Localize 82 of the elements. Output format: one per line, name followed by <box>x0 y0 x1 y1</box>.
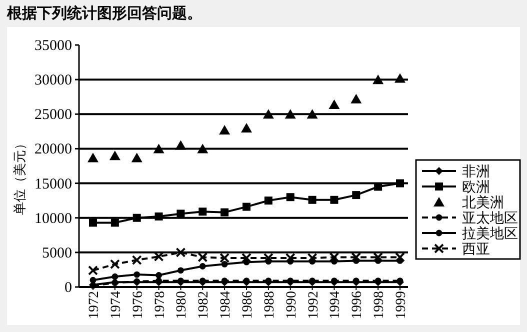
point <box>109 150 120 160</box>
x-tick-label: 1982 <box>196 291 212 319</box>
point <box>89 218 97 227</box>
point <box>110 218 119 227</box>
y-axis-title: 单位（美元） <box>12 137 28 215</box>
point <box>199 263 206 270</box>
point <box>220 208 229 216</box>
point <box>372 74 384 84</box>
y-tick-label: 0 <box>64 280 72 296</box>
legend-label: 亚太地区 <box>462 210 518 226</box>
point <box>112 273 118 280</box>
point <box>131 152 142 162</box>
y-tick-label: 35000 <box>34 38 72 54</box>
point <box>285 252 296 263</box>
point <box>134 271 140 278</box>
x-tick-label: 1978 <box>152 291 168 319</box>
y-tick-label: 10000 <box>34 210 72 227</box>
point <box>219 125 230 135</box>
point <box>373 252 384 262</box>
point <box>175 140 186 150</box>
x-tick-label: 1972 <box>87 291 102 319</box>
legend-label: 非洲 <box>462 164 490 180</box>
y-tick-label: 5000 <box>42 245 72 262</box>
point <box>90 282 96 289</box>
point <box>352 191 360 200</box>
x-tick-label: 1976 <box>130 291 146 319</box>
point <box>132 255 142 266</box>
point <box>153 144 164 154</box>
point <box>90 276 96 284</box>
point <box>197 144 208 154</box>
legend-label: 欧洲 <box>462 180 490 196</box>
point <box>221 260 228 268</box>
point <box>176 247 186 258</box>
point <box>286 193 294 202</box>
point <box>394 73 406 83</box>
x-tick-label: 1999 <box>394 291 409 319</box>
point <box>308 196 316 204</box>
point <box>220 252 230 263</box>
point <box>242 202 250 211</box>
point <box>330 196 338 204</box>
point <box>306 109 318 119</box>
x-tick-label: 1986 <box>240 291 256 319</box>
point <box>198 208 207 216</box>
x-tick-label: 1988 <box>262 291 278 319</box>
point <box>88 265 98 276</box>
point <box>154 212 163 220</box>
point <box>350 94 362 104</box>
point <box>264 196 272 205</box>
point <box>328 99 340 109</box>
point <box>198 252 208 262</box>
x-tick-label: 1992 <box>306 291 322 319</box>
point <box>88 152 98 162</box>
point <box>307 252 318 263</box>
point <box>262 109 274 119</box>
y-tick-label: 15000 <box>34 176 72 192</box>
y-tick-label: 30000 <box>34 72 72 89</box>
x-tick-label: 1990 <box>284 291 300 319</box>
x-tick-label: 1994 <box>328 291 344 319</box>
point <box>263 252 274 263</box>
x-tick-label: 1998 <box>372 291 388 319</box>
legend-label: 北美洲 <box>462 195 504 211</box>
point <box>242 252 252 263</box>
point <box>351 252 362 262</box>
x-tick-label: 1984 <box>218 291 234 319</box>
x-tick-label: 1996 <box>350 291 366 319</box>
point <box>154 252 164 262</box>
legend-label: 西亚 <box>462 242 490 258</box>
point <box>284 109 296 119</box>
x-tick-label: 1980 <box>174 291 190 319</box>
point <box>132 214 141 222</box>
point <box>395 252 405 262</box>
y-tick-label: 25000 <box>34 107 72 124</box>
point <box>241 122 252 132</box>
x-tick-label: 1974 <box>108 291 124 319</box>
legend-label: 拉美地区 <box>462 226 518 242</box>
point <box>396 179 404 188</box>
chart-title: 根据下列统计图形回答问题。 <box>6 4 202 22</box>
point <box>156 272 162 278</box>
point <box>178 267 184 274</box>
point <box>176 210 185 218</box>
point <box>110 259 120 270</box>
y-tick-label: 20000 <box>34 142 72 158</box>
